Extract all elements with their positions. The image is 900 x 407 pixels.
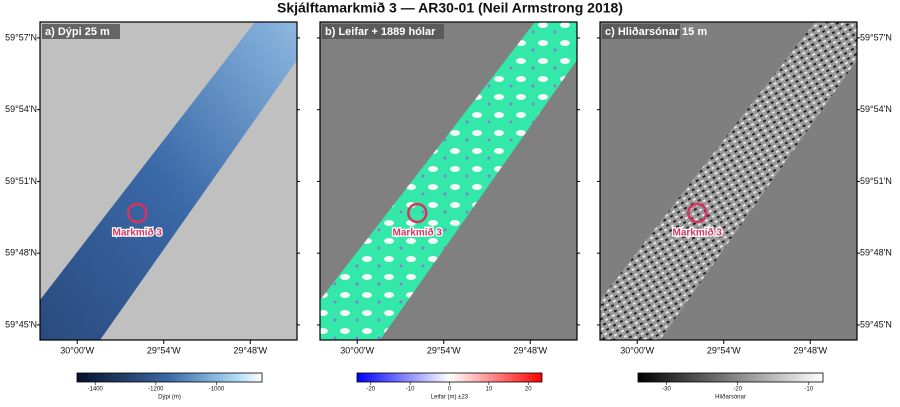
x-tick-label: 29°48'W bbox=[513, 345, 547, 355]
colorbar bbox=[356, 372, 543, 383]
colorbar-tick-label: -1200 bbox=[148, 387, 164, 393]
x-tick-label: 29°54'W bbox=[707, 345, 741, 355]
panel-label: a) Dýpi 25 m bbox=[45, 26, 110, 38]
y-tick-label: 59°51'N bbox=[5, 176, 37, 186]
target-label: Markmið 3 bbox=[393, 227, 443, 239]
title: Skjálftamarkmið 3 — AR30-01 (Neil Armstr… bbox=[277, 0, 623, 16]
x-tick-label: 30°00'W bbox=[340, 345, 374, 355]
x-tick-label: 30°00'W bbox=[60, 345, 94, 355]
y-tick-label: 59°51'N bbox=[860, 176, 892, 186]
panel-label-bg bbox=[602, 24, 680, 39]
panel-label-bg bbox=[42, 24, 120, 39]
colorbar-tick-label: 20 bbox=[525, 387, 532, 393]
colorbar-tick-label: 10 bbox=[486, 387, 493, 393]
panel-label-bg bbox=[322, 24, 444, 39]
survey-swath bbox=[320, 22, 577, 340]
colorbar-tick-label: -20 bbox=[733, 387, 742, 393]
survey-swath bbox=[600, 22, 857, 340]
x-tick-label: 29°48'W bbox=[233, 345, 267, 355]
colorbar-tick-label: -10 bbox=[804, 387, 813, 393]
target-label: Markmið 3 bbox=[113, 227, 163, 239]
colorbar bbox=[76, 372, 263, 383]
colorbar-label: Hliðarsónar bbox=[715, 394, 746, 401]
colorbar bbox=[637, 372, 824, 383]
colorbar-tick-label: -20 bbox=[366, 387, 375, 393]
y-tick-label: 59°57'N bbox=[860, 32, 892, 42]
colorbar-label: Leifar (m) ±23 bbox=[431, 395, 469, 401]
y-tick-label: 59°54'N bbox=[860, 104, 892, 114]
y-tick-label: 59°45'N bbox=[860, 319, 892, 329]
panel-label: b) Leifar + 1889 hólar bbox=[325, 26, 436, 38]
y-tick-label: 59°48'N bbox=[5, 248, 37, 258]
target-marker bbox=[687, 202, 708, 224]
y-tick-label: 59°54'N bbox=[5, 104, 37, 114]
x-tick-label: 29°54'W bbox=[427, 345, 461, 355]
y-tick-label: 59°45'N bbox=[5, 319, 37, 329]
colorbar-tick-label: -1400 bbox=[88, 387, 104, 393]
panel-label: c) Hliðarsónar 15 m bbox=[605, 26, 707, 38]
survey-swath bbox=[40, 22, 297, 340]
colorbar-tick-label: -30 bbox=[662, 387, 671, 393]
y-tick-label: 59°57'N bbox=[5, 32, 37, 42]
colorbar-tick-label: -1000 bbox=[209, 387, 225, 393]
target-label: Markmið 3 bbox=[673, 227, 723, 239]
target-marker bbox=[127, 202, 148, 224]
colorbar-tick-label: -10 bbox=[406, 387, 415, 393]
x-tick-label: 30°00'W bbox=[620, 345, 654, 355]
colorbar-tick-label: 0 bbox=[448, 387, 452, 393]
x-tick-label: 29°54'W bbox=[147, 345, 181, 355]
target-marker bbox=[407, 202, 428, 224]
colorbar-label: Dýpi (m) bbox=[158, 395, 181, 401]
y-tick-label: 59°48'N bbox=[860, 248, 892, 258]
x-tick-label: 29°48'W bbox=[793, 345, 827, 355]
